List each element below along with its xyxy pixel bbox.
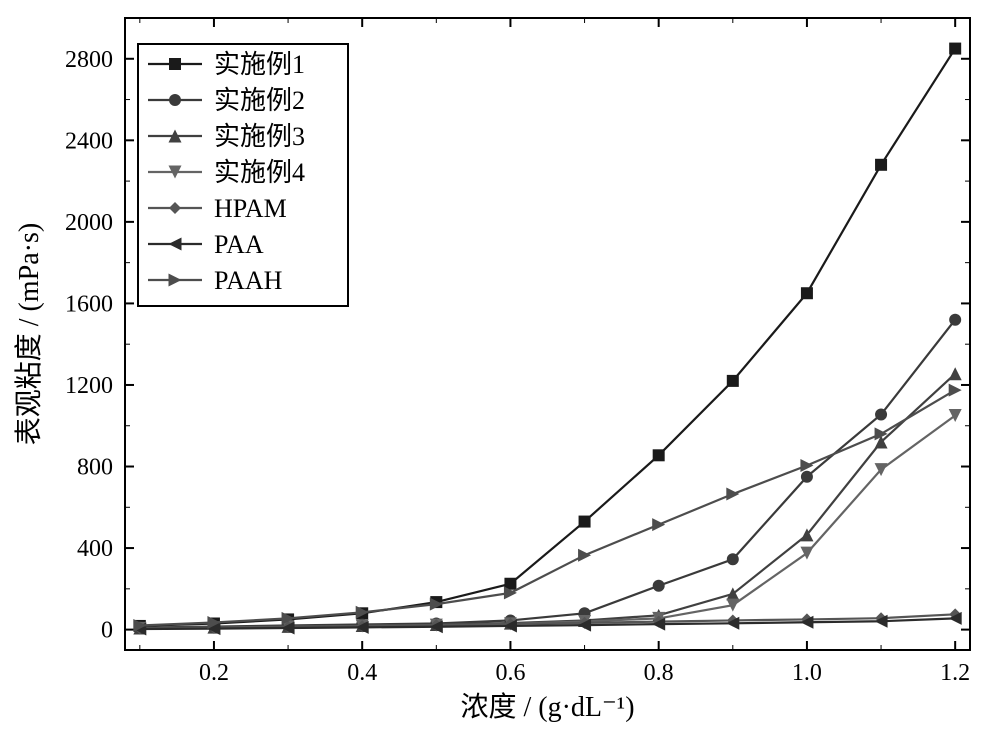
legend: 实施例1 实施例2 实施例3 实施例4 HPAM PAA PAAH [138,44,348,306]
x-tick-label: 0.2 [199,660,229,686]
legend-label: 实施例2 [214,86,305,115]
legend-label: HPAM [214,194,287,223]
series-s3 [133,367,961,634]
x-tick-label: 0.4 [347,660,377,686]
y-tick-label: 1200 [65,373,113,399]
series-s2 [134,314,961,634]
legend-label: PAA [214,230,264,259]
x-tick-label: 0.6 [495,660,525,686]
legend-label: PAAH [214,266,283,295]
x-tick-label: 1.2 [940,660,970,686]
legend-label: 实施例1 [214,50,305,79]
x-tick-label: 1.0 [792,660,822,686]
chart-container: 0.2 0.4 0.6 0.8 1.0 1.2 0 400 800 1200 1600 2000 240… [0,0,1000,740]
y-tick-label: 2800 [65,47,113,73]
series-s4 [133,409,961,635]
y-tick-label: 800 [77,455,113,481]
x-axis-label: 浓度 / (g·dL⁻¹) [460,691,634,723]
viscosity-concentration-chart: 0.2 0.4 0.6 0.8 1.0 1.2 0 400 800 1200 1600 2000 240… [0,0,1000,740]
legend-label: 实施例3 [214,122,305,151]
y-tick-label: 400 [77,536,113,562]
x-tick-label: 0.8 [644,660,674,686]
y-tick-label: 2400 [65,128,113,154]
y-axis-label: 表观粘度 / (mPa·s) [13,223,45,445]
series-s7 [133,384,961,632]
y-tick-label: 0 [101,618,113,644]
y-tick-label: 1600 [65,291,113,317]
y-tick-label: 2000 [65,210,113,236]
legend-label: 实施例4 [214,158,305,187]
